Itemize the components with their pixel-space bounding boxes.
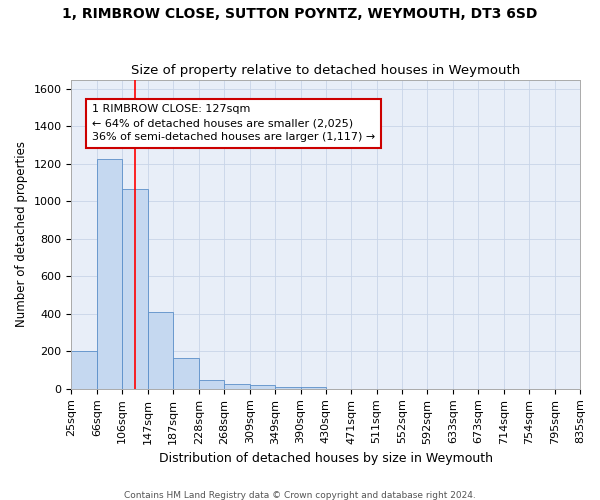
Text: 1 RIMBROW CLOSE: 127sqm
← 64% of detached houses are smaller (2,025)
36% of semi: 1 RIMBROW CLOSE: 127sqm ← 64% of detache… [92, 104, 375, 142]
Bar [275, 386, 301, 389]
Bar [122, 189, 148, 389]
Bar [301, 386, 326, 389]
Bar [97, 159, 122, 389]
Bar [148, 312, 173, 389]
Text: 1, RIMBROW CLOSE, SUTTON POYNTZ, WEYMOUTH, DT3 6SD: 1, RIMBROW CLOSE, SUTTON POYNTZ, WEYMOUT… [62, 8, 538, 22]
X-axis label: Distribution of detached houses by size in Weymouth: Distribution of detached houses by size … [159, 452, 493, 465]
Bar [224, 384, 250, 389]
Text: Contains HM Land Registry data © Crown copyright and database right 2024.: Contains HM Land Registry data © Crown c… [124, 490, 476, 500]
Title: Size of property relative to detached houses in Weymouth: Size of property relative to detached ho… [131, 64, 520, 77]
Y-axis label: Number of detached properties: Number of detached properties [15, 141, 28, 327]
Bar [71, 352, 97, 389]
Bar [199, 380, 224, 389]
Bar [173, 358, 199, 389]
Bar [250, 385, 275, 389]
